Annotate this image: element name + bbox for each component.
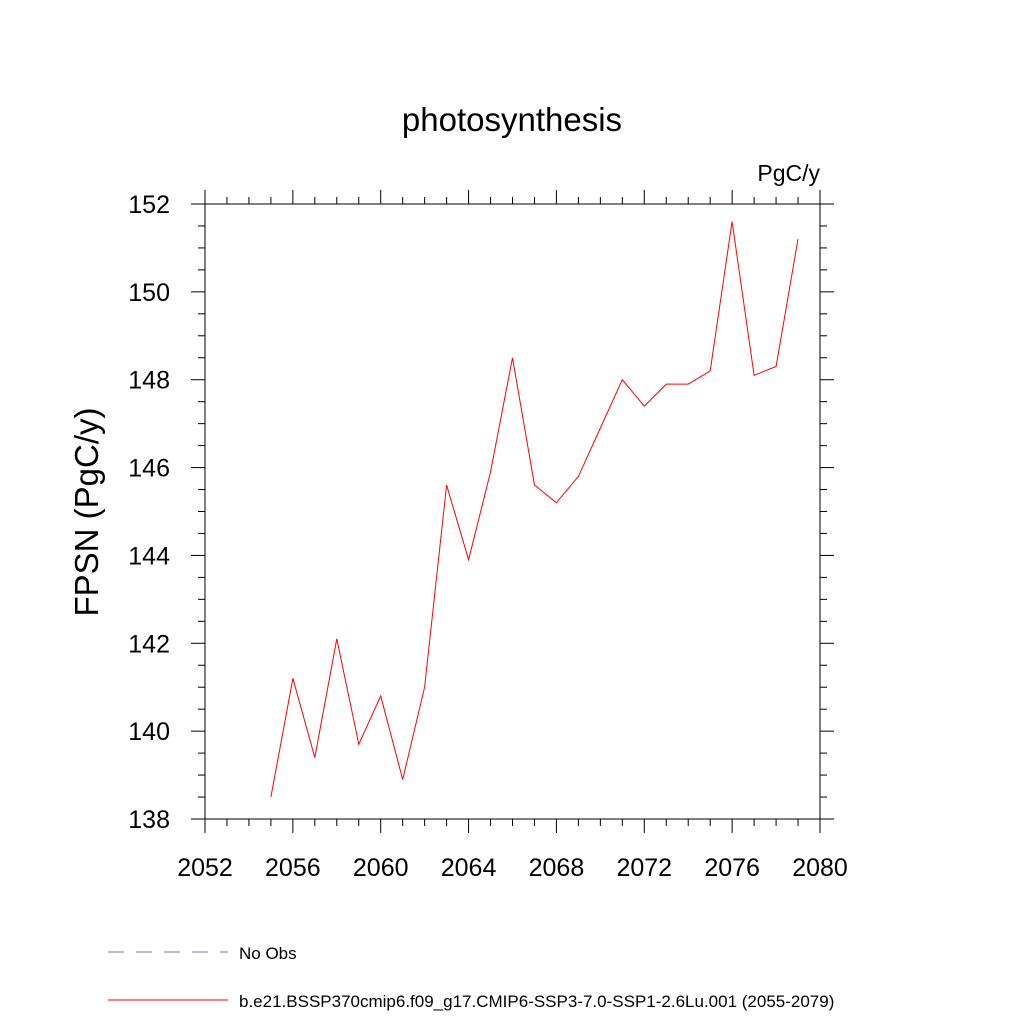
y-tick-label: 146 bbox=[128, 455, 170, 483]
y-tick-label: 140 bbox=[128, 718, 170, 746]
x-tick-label: 2056 bbox=[265, 854, 321, 882]
legend: No Obs b.e21.BSSP370cmip6.f09_g17.CMIP6-S… bbox=[108, 944, 834, 1011]
legend-label: No Obs bbox=[239, 944, 297, 963]
x-tick-label: 2068 bbox=[529, 854, 585, 882]
y-tick-label: 150 bbox=[128, 279, 170, 307]
series-layer bbox=[270, 221, 799, 798]
series-line bbox=[270, 221, 799, 798]
x-tick-label: 2060 bbox=[353, 854, 409, 882]
x-tick-label: 2080 bbox=[792, 854, 848, 882]
y-tick-label: 144 bbox=[128, 542, 170, 570]
axis-ticks: 2052 2056 2060 2064 2068 2072 2076 2080 138 140 14… bbox=[128, 190, 848, 882]
x-tick-label: 2072 bbox=[616, 854, 672, 882]
x-tick-label: 2064 bbox=[441, 854, 497, 882]
y-axis-label: FPSN (PgC/y) bbox=[68, 407, 105, 616]
y-tick-label: 142 bbox=[128, 630, 170, 658]
chart-title: photosynthesis bbox=[402, 101, 622, 138]
y-tick-label: 152 bbox=[128, 191, 170, 219]
legend-label: b.e21.BSSP370cmip6.f09_g17.CMIP6-SSP3-7.… bbox=[239, 992, 834, 1011]
units-label: PgC/y bbox=[757, 160, 820, 186]
x-tick-label: 2076 bbox=[704, 854, 760, 882]
y-tick-label: 148 bbox=[128, 367, 170, 395]
x-tick-label: 2052 bbox=[177, 854, 233, 882]
y-tick-label: 138 bbox=[128, 806, 170, 834]
plot-frame bbox=[204, 203, 821, 820]
